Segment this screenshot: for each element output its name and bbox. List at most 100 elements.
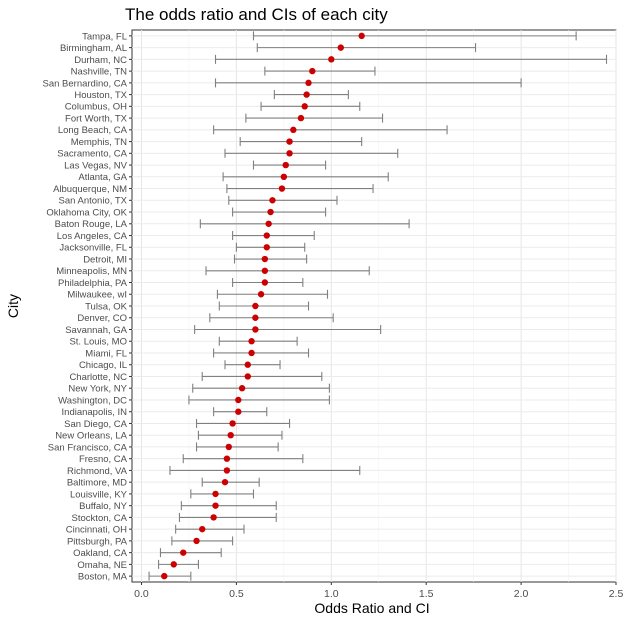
y-tick-label: Fort Worth, TX bbox=[65, 113, 128, 124]
y-tick-label: Columbus, OH bbox=[65, 102, 127, 113]
y-tick-label: Tulsa, OK bbox=[85, 301, 128, 312]
odds-ratio-point bbox=[252, 314, 259, 321]
y-tick-label: New York, NY bbox=[68, 384, 127, 395]
odds-ratio-point bbox=[229, 420, 236, 427]
x-tick-label: 0.0 bbox=[134, 588, 149, 600]
y-tick-label: Los Angeles, CA bbox=[57, 231, 128, 242]
y-tick-label: Philadelphia, PA bbox=[58, 278, 128, 289]
odds-ratio-point bbox=[265, 220, 272, 227]
y-tick-label: Houston, TX bbox=[74, 90, 127, 101]
odds-ratio-point bbox=[269, 197, 276, 204]
y-tick-label: Memphis, TN bbox=[71, 137, 127, 148]
y-tick-label: Milwaukee, wI bbox=[67, 290, 127, 301]
y-tick-label: Albuquerque, NM bbox=[53, 184, 127, 195]
odds-ratio-point bbox=[223, 455, 231, 462]
odds-ratio-point bbox=[328, 56, 335, 63]
x-tick-label: 2.5 bbox=[609, 588, 624, 600]
x-axis-ticks: 0.0 0.5 1.0 1.5 2.0 2.5 bbox=[134, 582, 623, 600]
y-tick-label: Fresno, CA bbox=[79, 454, 128, 465]
odds-ratio-point bbox=[261, 255, 269, 263]
y-tick-label: Atlanta, GA bbox=[78, 172, 127, 183]
y-tick-label: Denver, CO bbox=[77, 313, 127, 324]
odds-ratio-point bbox=[290, 126, 297, 134]
odds-ratio-point bbox=[248, 349, 255, 357]
y-tick-label: Washington, DC bbox=[58, 395, 127, 406]
y-tick-label: Omaha, NE bbox=[77, 560, 127, 571]
x-tick-label: 0.5 bbox=[229, 588, 244, 600]
odds-ratio-point bbox=[286, 150, 293, 157]
y-tick-label: Jacksonville, FL bbox=[59, 243, 127, 254]
odds-ratio-point bbox=[301, 103, 308, 110]
chart-title: The odds ratio and CIs of each city bbox=[125, 5, 388, 24]
y-tick-label: San Diego, CA bbox=[64, 419, 128, 430]
y-tick-label: Indianapolis, IN bbox=[62, 407, 128, 418]
y-tick-label: Birmingham, AL bbox=[60, 43, 127, 54]
y-tick-label: Savannah, GA bbox=[65, 325, 127, 336]
odds-ratio-point bbox=[303, 91, 310, 98]
odds-ratio-point bbox=[263, 244, 270, 251]
y-tick-label: Nashville, TN bbox=[71, 67, 127, 78]
odds-ratio-point bbox=[252, 326, 259, 333]
odds-ratio-point bbox=[235, 396, 242, 404]
odds-ratio-point bbox=[193, 537, 200, 545]
odds-ratio-point bbox=[305, 79, 312, 87]
odds-ratio-point bbox=[267, 208, 274, 216]
odds-ratio-point bbox=[170, 561, 177, 568]
x-tick-label: 1.0 bbox=[324, 588, 339, 600]
odds-ratio-point bbox=[244, 373, 251, 380]
odds-ratio-point bbox=[212, 490, 219, 498]
y-tick-label: Boston, MA bbox=[78, 572, 128, 583]
odds-ratio-point bbox=[337, 44, 344, 51]
odds-ratio-points bbox=[161, 32, 365, 580]
y-tick-label: Buffalo, NY bbox=[79, 501, 128, 512]
odds-ratio-point bbox=[225, 443, 232, 451]
odds-ratio-point bbox=[180, 549, 187, 556]
y-tick-label: Long Beach, CA bbox=[58, 125, 128, 136]
y-tick-label: Charlotte, NC bbox=[69, 372, 127, 383]
odds-ratio-point bbox=[227, 431, 234, 439]
y-tick-label: San Bernardino, CA bbox=[43, 78, 128, 89]
y-tick-label: Sacramento, CA bbox=[57, 149, 127, 160]
odds-ratio-point bbox=[161, 572, 168, 580]
y-tick-label: Baltimore, MD bbox=[67, 478, 127, 489]
odds-ratio-point bbox=[286, 138, 293, 145]
odds-ratio-point bbox=[235, 408, 242, 415]
y-tick-label: Pittsburgh, PA bbox=[67, 536, 128, 547]
odds-ratio-point bbox=[252, 302, 259, 310]
y-tick-label: Detroit, MI bbox=[83, 254, 127, 265]
y-tick-label: Cincinnati, OH bbox=[66, 525, 127, 536]
error-bars bbox=[148, 31, 608, 581]
y-tick-label: St. Louis, MO bbox=[69, 337, 127, 348]
y-tick-label: San Antonio, TX bbox=[59, 196, 128, 207]
odds-ratio-point bbox=[282, 161, 289, 169]
y-axis-title: City bbox=[5, 294, 21, 318]
odds-ratio-point bbox=[297, 114, 305, 122]
y-tick-label: Las Vegas, NV bbox=[64, 160, 128, 171]
y-tick-label: Baton Rouge, LA bbox=[55, 219, 128, 230]
odds-ratio-point bbox=[248, 338, 255, 345]
odds-ratio-point bbox=[261, 279, 269, 286]
odds-ratio-point bbox=[212, 502, 219, 509]
y-tick-label: New Orleans, LA bbox=[55, 431, 127, 442]
odds-ratio-point bbox=[358, 32, 365, 40]
odds-ratio-point bbox=[244, 361, 251, 368]
odds-ratio-point bbox=[257, 291, 265, 298]
x-tick-label: 2.0 bbox=[514, 588, 529, 600]
odds-ratio-point bbox=[199, 525, 206, 533]
y-tick-label: Minneapolis, MN bbox=[56, 266, 127, 277]
odds-ratio-point bbox=[278, 185, 286, 192]
odds-ratio-point bbox=[238, 385, 246, 392]
x-axis-title: Odds Ratio and CI bbox=[314, 600, 429, 616]
odds-ratio-point bbox=[261, 267, 269, 274]
y-tick-label: Durham, NC bbox=[74, 55, 127, 66]
y-tick-label: Richmond, VA bbox=[67, 466, 128, 477]
y-tick-label: Louisville, KY bbox=[70, 489, 128, 500]
x-tick-label: 1.5 bbox=[419, 588, 434, 600]
odds-ratio-point bbox=[221, 478, 229, 486]
odds-ratio-point bbox=[309, 67, 316, 75]
y-tick-label: San Francisco, CA bbox=[48, 442, 128, 453]
odds-ratio-point bbox=[280, 173, 288, 181]
odds-ratio-point bbox=[223, 467, 231, 474]
